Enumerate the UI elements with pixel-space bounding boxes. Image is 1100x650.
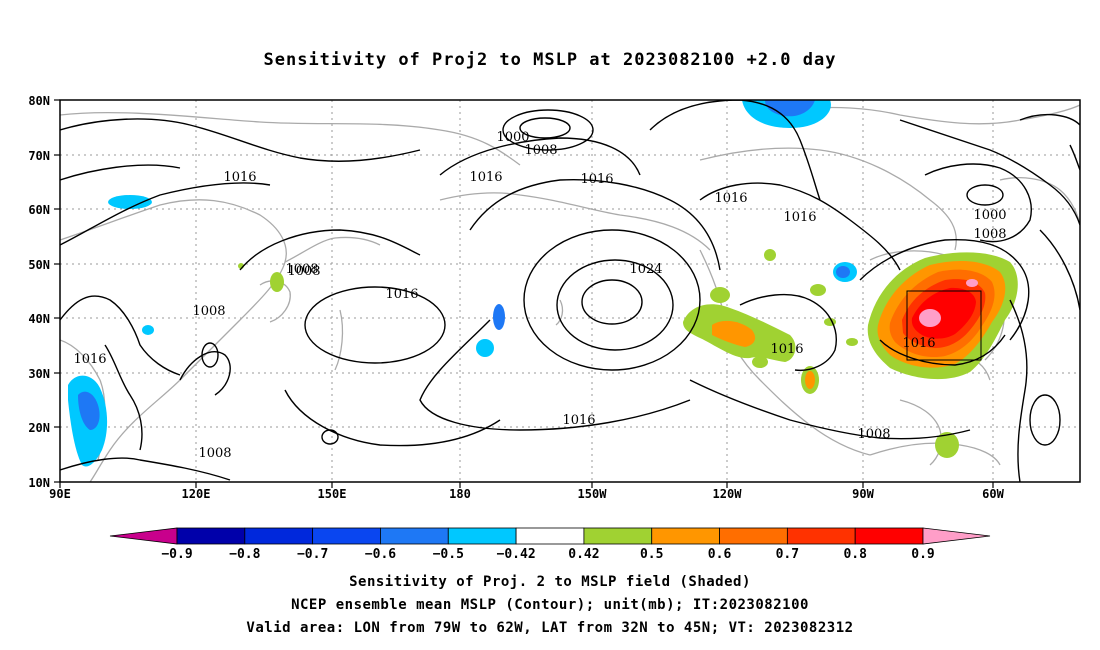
colorbar-segment [380, 527, 449, 545]
colorbar-arrow-left [109, 527, 178, 545]
lon-label: 150E [318, 487, 347, 501]
colorbar-segment [583, 527, 653, 545]
caption-valid-area: Valid area: LON from 79W to 62W, LAT fro… [246, 620, 854, 636]
lon-label: 150W [578, 487, 608, 501]
colorbar-label: −0.6 [365, 547, 396, 562]
longitude-labels: 90E 120E 150E 180 150W 120W 90W 60W [49, 487, 1004, 501]
colorbar-arrow-right [922, 527, 991, 545]
colorbar-segment [176, 527, 246, 545]
lat-label: 80N [28, 94, 50, 108]
colorbar-label: 0.8 [843, 547, 867, 562]
colorbar-segment [515, 527, 585, 545]
lon-label: 60W [982, 487, 1004, 501]
colorbar-label: −0.5 [433, 547, 464, 562]
isobar-label: 1016 [580, 172, 613, 187]
lat-label: 50N [28, 258, 50, 272]
lon-label: 90E [49, 487, 71, 501]
latitude-labels: 80N 70N 60N 50N 40N 30N 20N 10N [28, 94, 50, 490]
map-frame [59, 99, 1081, 483]
isobar-label: 1016 [770, 342, 803, 357]
isobar-label: 1008 [857, 427, 890, 442]
colorbar-segment [244, 527, 314, 545]
caption-shaded: Sensitivity of Proj. 2 to MSLP field (Sh… [349, 574, 751, 590]
colorbar-label: −0.7 [297, 547, 328, 562]
lat-label: 60N [28, 203, 50, 217]
valid-area-box [906, 290, 982, 361]
lon-label: 180 [449, 487, 471, 501]
lon-label: 120E [182, 487, 211, 501]
colorbar-segment [786, 527, 856, 545]
lat-label: 10N [28, 476, 50, 490]
plot-title: Sensitivity of Proj2 to MSLP at 20230821… [263, 50, 837, 70]
colorbar-label: 0.9 [911, 547, 934, 562]
colorbar: −0.9 −0.8 −0.7 −0.6 −0.5 −0.42 0.42 0.5 0.6 0.7 0.… [109, 527, 991, 562]
colorbar-label: 0.42 [568, 547, 599, 562]
isobar-label: 1008 [192, 304, 225, 319]
lon-label: 120W [713, 487, 743, 501]
isobar-label: 1016 [902, 336, 935, 351]
colorbar-segment [312, 527, 381, 545]
colorbar-segment [447, 527, 517, 545]
colorbar-label: 0.7 [776, 547, 799, 562]
colorbar-label: −0.42 [497, 547, 536, 562]
lat-label: 70N [28, 149, 50, 163]
isobar-label: 1016 [469, 170, 502, 185]
isobar-label: 1000 [496, 130, 529, 145]
isobar-label: 1024 [629, 262, 662, 277]
lat-label: 40N [28, 312, 50, 326]
colorbar-label: 0.6 [708, 547, 732, 562]
isobar-label: 1008 [287, 264, 320, 279]
isobar-labels: 1000 1008 1016 1016 1016 1016 1016 1024 … [73, 130, 1006, 461]
colorbar-label: −0.8 [229, 547, 260, 562]
lon-label: 90W [852, 487, 874, 501]
lat-label: 30N [28, 367, 50, 381]
isobar-label: 1000 [973, 208, 1006, 223]
colorbar-segment [719, 527, 788, 545]
isobar-label: 1016 [562, 413, 595, 428]
isobar-label: 1016 [73, 352, 106, 367]
isobar-label: 1016 [714, 191, 747, 206]
isobar-label: 1008 [524, 143, 557, 158]
isobar-label: 1008 [285, 262, 318, 277]
tick-marks [54, 99, 994, 488]
negative-sensitivity-shading [68, 100, 857, 467]
isobar-label: 1016 [385, 287, 418, 302]
isobar-label: 1016 [783, 210, 816, 225]
gridlines [60, 100, 1080, 482]
isobar-label: 1008 [973, 227, 1006, 242]
colorbar-segment [854, 527, 924, 545]
isobar-contours [60, 100, 1080, 482]
isobar-label: 1016 [223, 170, 256, 185]
isobar-label: 1008 [198, 446, 231, 461]
caption-contour: NCEP ensemble mean MSLP (Contour); unit(… [291, 597, 809, 613]
positive-sensitivity-shading [238, 249, 1018, 458]
lat-label: 20N [28, 421, 50, 435]
colorbar-segment [651, 527, 720, 545]
colorbar-label: 0.5 [640, 547, 663, 562]
colorbar-label: −0.9 [161, 547, 192, 562]
